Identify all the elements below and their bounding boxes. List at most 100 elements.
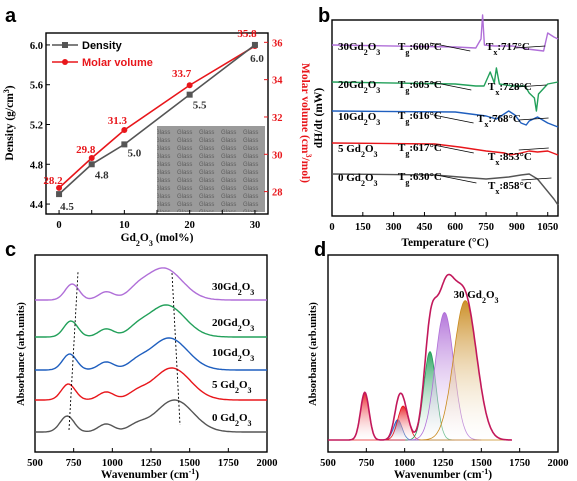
panel-a-y2-tick-label: 28 bbox=[272, 188, 283, 199]
panel-d-x-tick-label: 1750 bbox=[509, 458, 530, 469]
panel-b-x-tick-label: 1050 bbox=[537, 222, 558, 233]
ftir-sample-label: 10Gd2O3 bbox=[212, 347, 254, 363]
dsc-curve-4 bbox=[331, 142, 559, 156]
panel-a-x-tick-label: 0 bbox=[56, 220, 61, 231]
tg-tangent-line bbox=[430, 42, 471, 52]
panel-c-curves bbox=[35, 267, 267, 433]
dsc-sample-label: 20Gd2O3 bbox=[338, 79, 380, 95]
tx-tangent-line bbox=[516, 84, 547, 88]
panel-a-y2-ticks: 28 30 32 34 36 bbox=[264, 38, 283, 199]
panel-b-x-tick-label: 150 bbox=[355, 222, 371, 233]
panel-a-y2-tick-label: 34 bbox=[272, 76, 283, 87]
ftir-curve-4 bbox=[35, 367, 267, 401]
dsc-curve-2 bbox=[331, 67, 559, 112]
tx-tangent-line bbox=[518, 147, 549, 151]
panel-a-x-axis-label: Gd2O3 (mol%) bbox=[121, 232, 194, 248]
density-data-label: 4.5 bbox=[60, 201, 74, 213]
panel-a-y-ticks: 4.4 4.8 5.2 5.6 6.0 bbox=[30, 41, 50, 211]
panel-c: c 500 750 1000 1250 1500 1750 2000 30Gd2O3 20Gd… bbox=[5, 239, 278, 481]
panel-d-x-ticks: 500 750 1000 1250 1500 1750 2000 bbox=[320, 448, 569, 469]
density-data-label: 5.0 bbox=[127, 147, 141, 159]
panel-c-labels: 30Gd2O3 20Gd2O3 10Gd2O3 5 Gd2O3 0 Gd2O3 bbox=[212, 281, 254, 428]
dsc-tg-label: Tg:605°C bbox=[398, 79, 442, 95]
density-data-label: 5.5 bbox=[193, 100, 207, 112]
legend-density-marker bbox=[62, 42, 68, 48]
panel-a-inset-photo bbox=[157, 126, 265, 212]
panel-a-x-tick-label: 30 bbox=[250, 220, 261, 231]
density-point bbox=[56, 191, 63, 198]
dsc-curve-1 bbox=[331, 14, 559, 52]
panel-a-x-ticks: 0 10 20 30 bbox=[56, 210, 260, 231]
panel-a: a 0 10 20 30 4.4 4.8 5.2 5.6 6.0 28 30 32 34 36 28.… bbox=[2, 5, 314, 248]
panel-c-x-tick-label: 2000 bbox=[257, 458, 278, 469]
molar-volume-point bbox=[56, 184, 63, 191]
panel-a-legend: Density Molar volume bbox=[52, 40, 153, 69]
dsc-curve-5 bbox=[331, 173, 559, 206]
dsc-sample-label: 5 Gd2O3 bbox=[338, 143, 378, 159]
legend-molar-label: Molar volume bbox=[82, 57, 153, 69]
panel-c-x-tick-label: 750 bbox=[66, 458, 82, 469]
panel-d-x-tick-label: 1000 bbox=[394, 458, 415, 469]
dsc-tx-label: Tx:853°C bbox=[488, 151, 532, 167]
panel-b-x-tick-label: 900 bbox=[509, 222, 525, 233]
panel-b-x-ticks: 0 150 300 450 600 750 900 1050 bbox=[329, 212, 558, 233]
panel-a-series bbox=[56, 41, 258, 198]
panel-d-x-tick-label: 500 bbox=[320, 458, 336, 469]
panel-d: d 500 750 1000 1250 1500 1750 2000 30 Gd2O3 Wa… bbox=[308, 239, 569, 481]
panel-b-x-axis-label: Temperature (°C) bbox=[401, 237, 488, 249]
panel-c-x-tick-label: 1250 bbox=[141, 458, 162, 469]
legend-molar-marker bbox=[62, 59, 68, 65]
panel-a-y-tick-label: 5.6 bbox=[30, 81, 43, 92]
panel-a-y2-tick-label: 30 bbox=[272, 150, 283, 161]
panel-b-curves bbox=[331, 14, 559, 206]
panel-b-y-axis-label: dH/dt (mW) bbox=[313, 88, 325, 149]
tg-tangent-line bbox=[436, 174, 477, 184]
panel-letter-c: c bbox=[5, 239, 16, 261]
panel-d-x-tick-label: 750 bbox=[358, 458, 374, 469]
panel-b-x-tick-label: 450 bbox=[417, 222, 433, 233]
panel-c-x-axis-label: Wavenumber (cm-1) bbox=[101, 467, 199, 481]
molar-volume-point bbox=[88, 155, 95, 162]
panel-b-x-tick-label: 600 bbox=[447, 222, 463, 233]
dsc-curve-3 bbox=[331, 110, 559, 128]
panel-c-x-tick-label: 1000 bbox=[102, 458, 123, 469]
dsc-tg-label: Tg:617°C bbox=[398, 142, 442, 158]
panel-a-data-labels: 28.2 29.8 31.3 33.7 35.8 4.5 4.8 5.0 5.5 6.0 bbox=[43, 28, 264, 213]
tx-tangent-line bbox=[518, 117, 549, 121]
dsc-tx-label: Tx:728°C bbox=[488, 81, 532, 97]
panel-a-x-tick-label: 20 bbox=[184, 220, 195, 231]
density-data-label: 4.8 bbox=[95, 169, 109, 181]
ftir-curve-1 bbox=[35, 267, 267, 301]
panel-a-y2-tick-label: 36 bbox=[272, 38, 283, 49]
fit-envelope bbox=[328, 273, 512, 441]
dsc-tg-label: Tg:616°C bbox=[398, 110, 442, 126]
panel-a-y-tick-label: 5.2 bbox=[30, 120, 43, 131]
panel-a-y-axis-label: Density (g/cm3) bbox=[2, 85, 17, 160]
dsc-sample-label: 10Gd2O3 bbox=[338, 111, 380, 127]
ftir-curve-2 bbox=[35, 304, 267, 338]
tg-tangent-line bbox=[431, 81, 472, 91]
molar-volume-data-label: 35.8 bbox=[237, 28, 257, 40]
panel-d-x-axis-label: Wavenumber (cm-1) bbox=[394, 467, 492, 481]
panel-c-x-ticks: 500 750 1000 1250 1500 1750 2000 bbox=[27, 448, 278, 469]
panel-c-x-tick-label: 1500 bbox=[179, 458, 200, 469]
panel-b: b 0 150 300 450 600 750 900 1050 30Gd2O3 Tg:600°… bbox=[313, 5, 559, 249]
panel-c-x-tick-label: 500 bbox=[27, 458, 43, 469]
panel-d-x-tick-label: 2000 bbox=[548, 458, 569, 469]
panel-d-title: 30 Gd2O3 bbox=[454, 289, 499, 305]
density-point bbox=[121, 141, 128, 148]
panel-b-labels: 30Gd2O3 Tg:600°C Tx:717°C 20Gd2O3 Tg:605°C Tx… bbox=[338, 41, 552, 196]
density-point bbox=[186, 91, 193, 98]
panel-b-x-tick-label: 0 bbox=[329, 222, 334, 233]
molar-volume-data-label: 28.2 bbox=[43, 175, 63, 187]
dsc-tx-label: Tx:717°C bbox=[486, 41, 530, 57]
panel-b-x-tick-label: 750 bbox=[478, 222, 494, 233]
panel-letter-a: a bbox=[5, 5, 17, 27]
dsc-sample-label: 30Gd2O3 bbox=[338, 41, 380, 57]
panel-a-y2-tick-label: 32 bbox=[272, 113, 283, 124]
panel-a-x-tick-label: 10 bbox=[119, 220, 130, 231]
panel-a-y-tick-label: 6.0 bbox=[30, 41, 43, 52]
ftir-sample-label: 30Gd2O3 bbox=[212, 281, 254, 297]
ftir-sample-label: 5 Gd2O3 bbox=[212, 379, 252, 395]
